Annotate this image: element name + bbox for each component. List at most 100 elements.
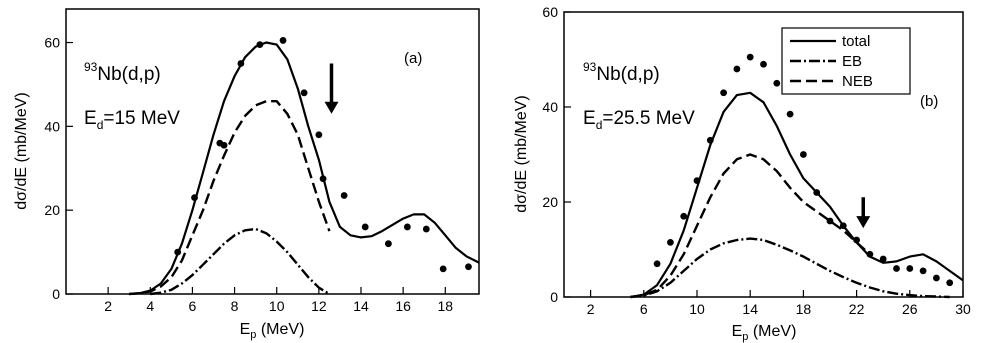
panel-a-reaction-label: 93Nb(d,p) [84, 60, 161, 85]
panel-a-frame [65, 8, 480, 295]
panel-a-data-point [315, 131, 323, 139]
legend-label-neb: NEB [842, 73, 873, 90]
panel-b-reaction-label: 93Nb(d,p) [583, 60, 660, 85]
panel-b-x-tick-label: 26 [902, 301, 918, 317]
panel-a-data-point [439, 265, 447, 273]
panel-b-data-point [693, 177, 701, 185]
panel-b-data-point [800, 151, 807, 158]
panel-a-curve-total [129, 41, 480, 296]
panel-b-data-point [866, 250, 874, 258]
panel-a-data-point [340, 192, 348, 199]
panel-b-x-tick-label: 18 [796, 301, 812, 317]
legend-box [781, 27, 911, 95]
panel-b-x-tick-label: 2 [587, 301, 595, 317]
legend: total EB NEB [781, 27, 911, 95]
panel-b-y-tick-label: 40 [542, 99, 558, 115]
panel-a-data-point [403, 223, 411, 231]
panel-a-data-point [300, 89, 308, 97]
panel-b-data-point [826, 217, 834, 225]
panel-b-data-point [906, 265, 914, 272]
panel-b-x-tick-label: 14 [742, 301, 758, 317]
panel-a-x-tick-label: 18 [437, 298, 453, 314]
panel-b-x-tick-label: 22 [849, 301, 865, 317]
panel-b-curve-neb [630, 153, 871, 299]
panel-a-x-tick-label: 12 [311, 298, 327, 314]
panel-a-x-tick-label: 8 [231, 298, 239, 314]
panel-a-data-point [237, 60, 245, 67]
panel-a-x-tick-label: 10 [269, 298, 285, 314]
panel-a-x-tick-label: 4 [146, 298, 154, 314]
panel-a-y-tick-label: 0 [52, 286, 60, 302]
panel-a-data-point [465, 263, 472, 271]
panel-b-label: (b) [920, 93, 938, 110]
panel-b-y-axis-label: dσ/dE (mb/MeV) [513, 95, 530, 212]
panel-a-x-tick-label: 14 [353, 298, 369, 314]
panel-b-data-point [853, 236, 860, 244]
panel-b-data-point [746, 53, 754, 61]
panel-b-data-point [813, 189, 821, 196]
panel-b-data-point [733, 65, 741, 73]
panel-b-data-point [720, 89, 727, 97]
panel-a-data-point [220, 141, 228, 149]
panel-a-data-point [191, 194, 198, 202]
panel-b-data-point [946, 279, 954, 287]
panel-a-x-tick-label: 2 [104, 298, 112, 314]
panel-b-data-points [653, 53, 954, 287]
panel-a-data-point [279, 37, 287, 44]
panel-b-x-tick-label: 6 [640, 301, 648, 317]
panel-a-data-point [256, 41, 264, 49]
panel-b-arrow-icon [856, 197, 871, 229]
panel-b-curve-eb [630, 237, 950, 299]
panel-b-x-tick-label: 10 [689, 301, 705, 317]
panel-b-frame [563, 11, 964, 298]
panel-b-curve-total [630, 91, 964, 299]
panel-a-data-point [384, 240, 392, 248]
panel-a-beam-energy-label: Ed=15 MeV [84, 108, 180, 132]
panel-b-x-tick-label: 30 [955, 301, 971, 317]
panel-a-curve-eb [150, 227, 331, 296]
panel-b-arrow-head [856, 216, 871, 229]
panel-b-y-tick-label: 0 [550, 289, 558, 305]
panel-b-data-point [653, 260, 661, 268]
panel-a-y-tick-label: 20 [44, 202, 60, 218]
panel-b-data-point [760, 60, 767, 68]
panel-b-data-point [680, 212, 688, 220]
panel-a-y-axis-label: dσ/dE (mb/MeV) [13, 92, 30, 209]
panel-b-y-tick-label: 20 [542, 194, 558, 210]
panel-a-arrow-icon [324, 63, 339, 114]
panel-a-label: (a) [404, 50, 422, 67]
panel-a-curve-neb [129, 100, 331, 296]
panel-a-data-point [422, 225, 430, 233]
panel-a-x-tick-label: 6 [189, 298, 197, 314]
legend-label-eb: EB [842, 53, 862, 70]
panel-b-data-point [667, 238, 674, 246]
panel-b-curves [630, 91, 964, 299]
legend-label-total: total [842, 33, 870, 50]
panel-b-data-point [919, 267, 927, 275]
panel-b-data-point [933, 274, 940, 282]
panel-b-data-point [786, 110, 794, 118]
panel-b-data-point [706, 136, 714, 144]
panel-b-data-point [839, 222, 847, 230]
panel-a-arrow-head [324, 101, 339, 114]
panel-a-y-tick-label: 40 [44, 118, 60, 134]
panel-a-ticks: 2 4 6 8 10 12 14 16 18 0 20 40 60 [44, 35, 453, 314]
panel-a-data-points [174, 37, 472, 273]
panel-a-data-point [361, 223, 369, 231]
panel-b-beam-energy-label: Ed=25.5 MeV [583, 108, 695, 132]
panel-a: 2 4 6 8 10 12 14 16 18 0 20 40 60 dσ/dE (mb/MeV) Ep … [13, 8, 480, 341]
panel-a-curves [129, 41, 480, 296]
panel-b-data-point [879, 255, 887, 263]
panel-a-x-tick-label: 16 [395, 298, 411, 314]
panel-a-data-point [319, 175, 327, 183]
panel-b-data-point [893, 265, 900, 272]
panel-a-data-point [174, 248, 182, 256]
panel-b-data-point [773, 79, 781, 87]
panel-a-y-tick-label: 60 [44, 35, 60, 51]
panel-b-x-axis-label: Ep (MeV) [732, 323, 797, 343]
panel-a-x-axis-label: Ep (MeV) [240, 321, 305, 341]
panel-b-y-tick-label: 60 [542, 4, 558, 20]
